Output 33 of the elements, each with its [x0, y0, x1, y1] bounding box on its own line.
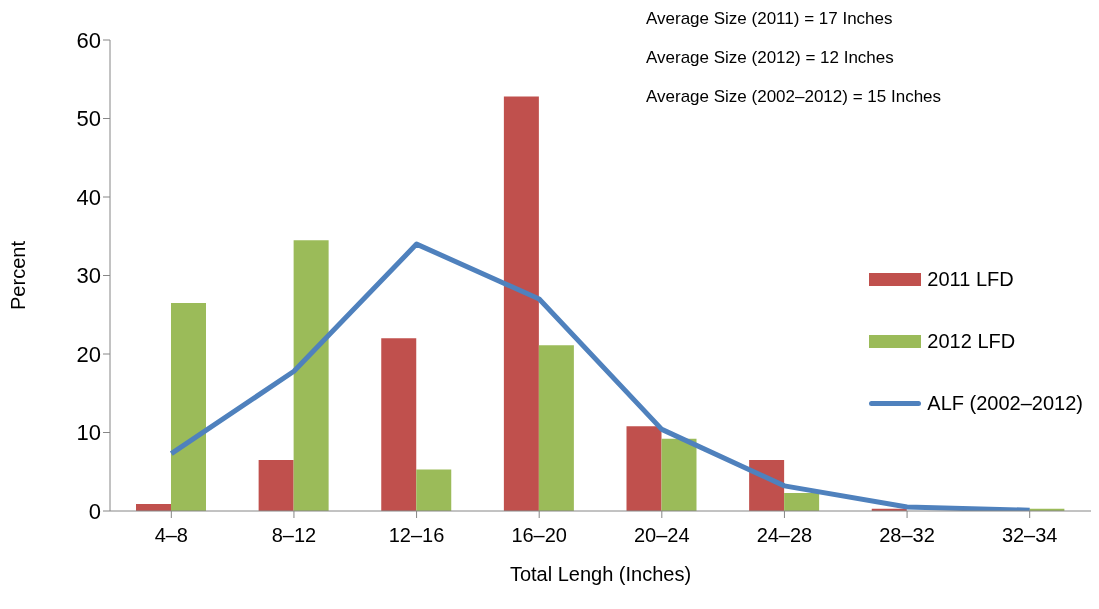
text: Average Size (2011) = 17 Inches [646, 8, 894, 30]
x-axis-title: Total Lengh (Inches) [509, 563, 692, 585]
bar [381, 338, 417, 511]
legend-label: ALF (2002–2012) [927, 391, 1083, 415]
x-tick-label: 28–32 [879, 524, 935, 547]
y-tick-label: 30 [76, 263, 101, 289]
x-tick-label: 8–12 [271, 524, 317, 547]
bar [661, 438, 697, 511]
y-tick-label: 0 [88, 498, 101, 524]
x-tick-label: 4–8 [154, 524, 188, 547]
x-tick-label: 12–16 [388, 524, 445, 547]
y-tick-label: 40 [76, 184, 101, 210]
bar [503, 96, 539, 511]
y-tick-label: 20 [76, 341, 101, 367]
bar [626, 426, 662, 511]
bar [416, 469, 452, 511]
y-tick-label: 60 [76, 27, 101, 53]
x-tick-label: 20–24 [634, 524, 690, 547]
y-tick-label: 50 [76, 106, 101, 132]
annotation: Average Size (2012) = 12 Inches [646, 47, 895, 69]
x-tick-label: 16–20 [511, 524, 567, 547]
legend-label: 2011 LFD [927, 267, 1014, 291]
y-axis-title: Percent [7, 240, 30, 310]
bar [538, 345, 574, 511]
legend-label: 2012 LFD [927, 329, 1016, 353]
bar [258, 459, 294, 511]
x-tick-label: 32–34 [1001, 524, 1058, 547]
annotation: Average Size (2002–2012) = 15 Inches [646, 86, 942, 108]
bar [293, 240, 329, 511]
bar [784, 492, 820, 511]
x-tick-label: 24–28 [756, 524, 813, 547]
bar [171, 302, 206, 511]
y-tick-label: 10 [76, 420, 101, 446]
